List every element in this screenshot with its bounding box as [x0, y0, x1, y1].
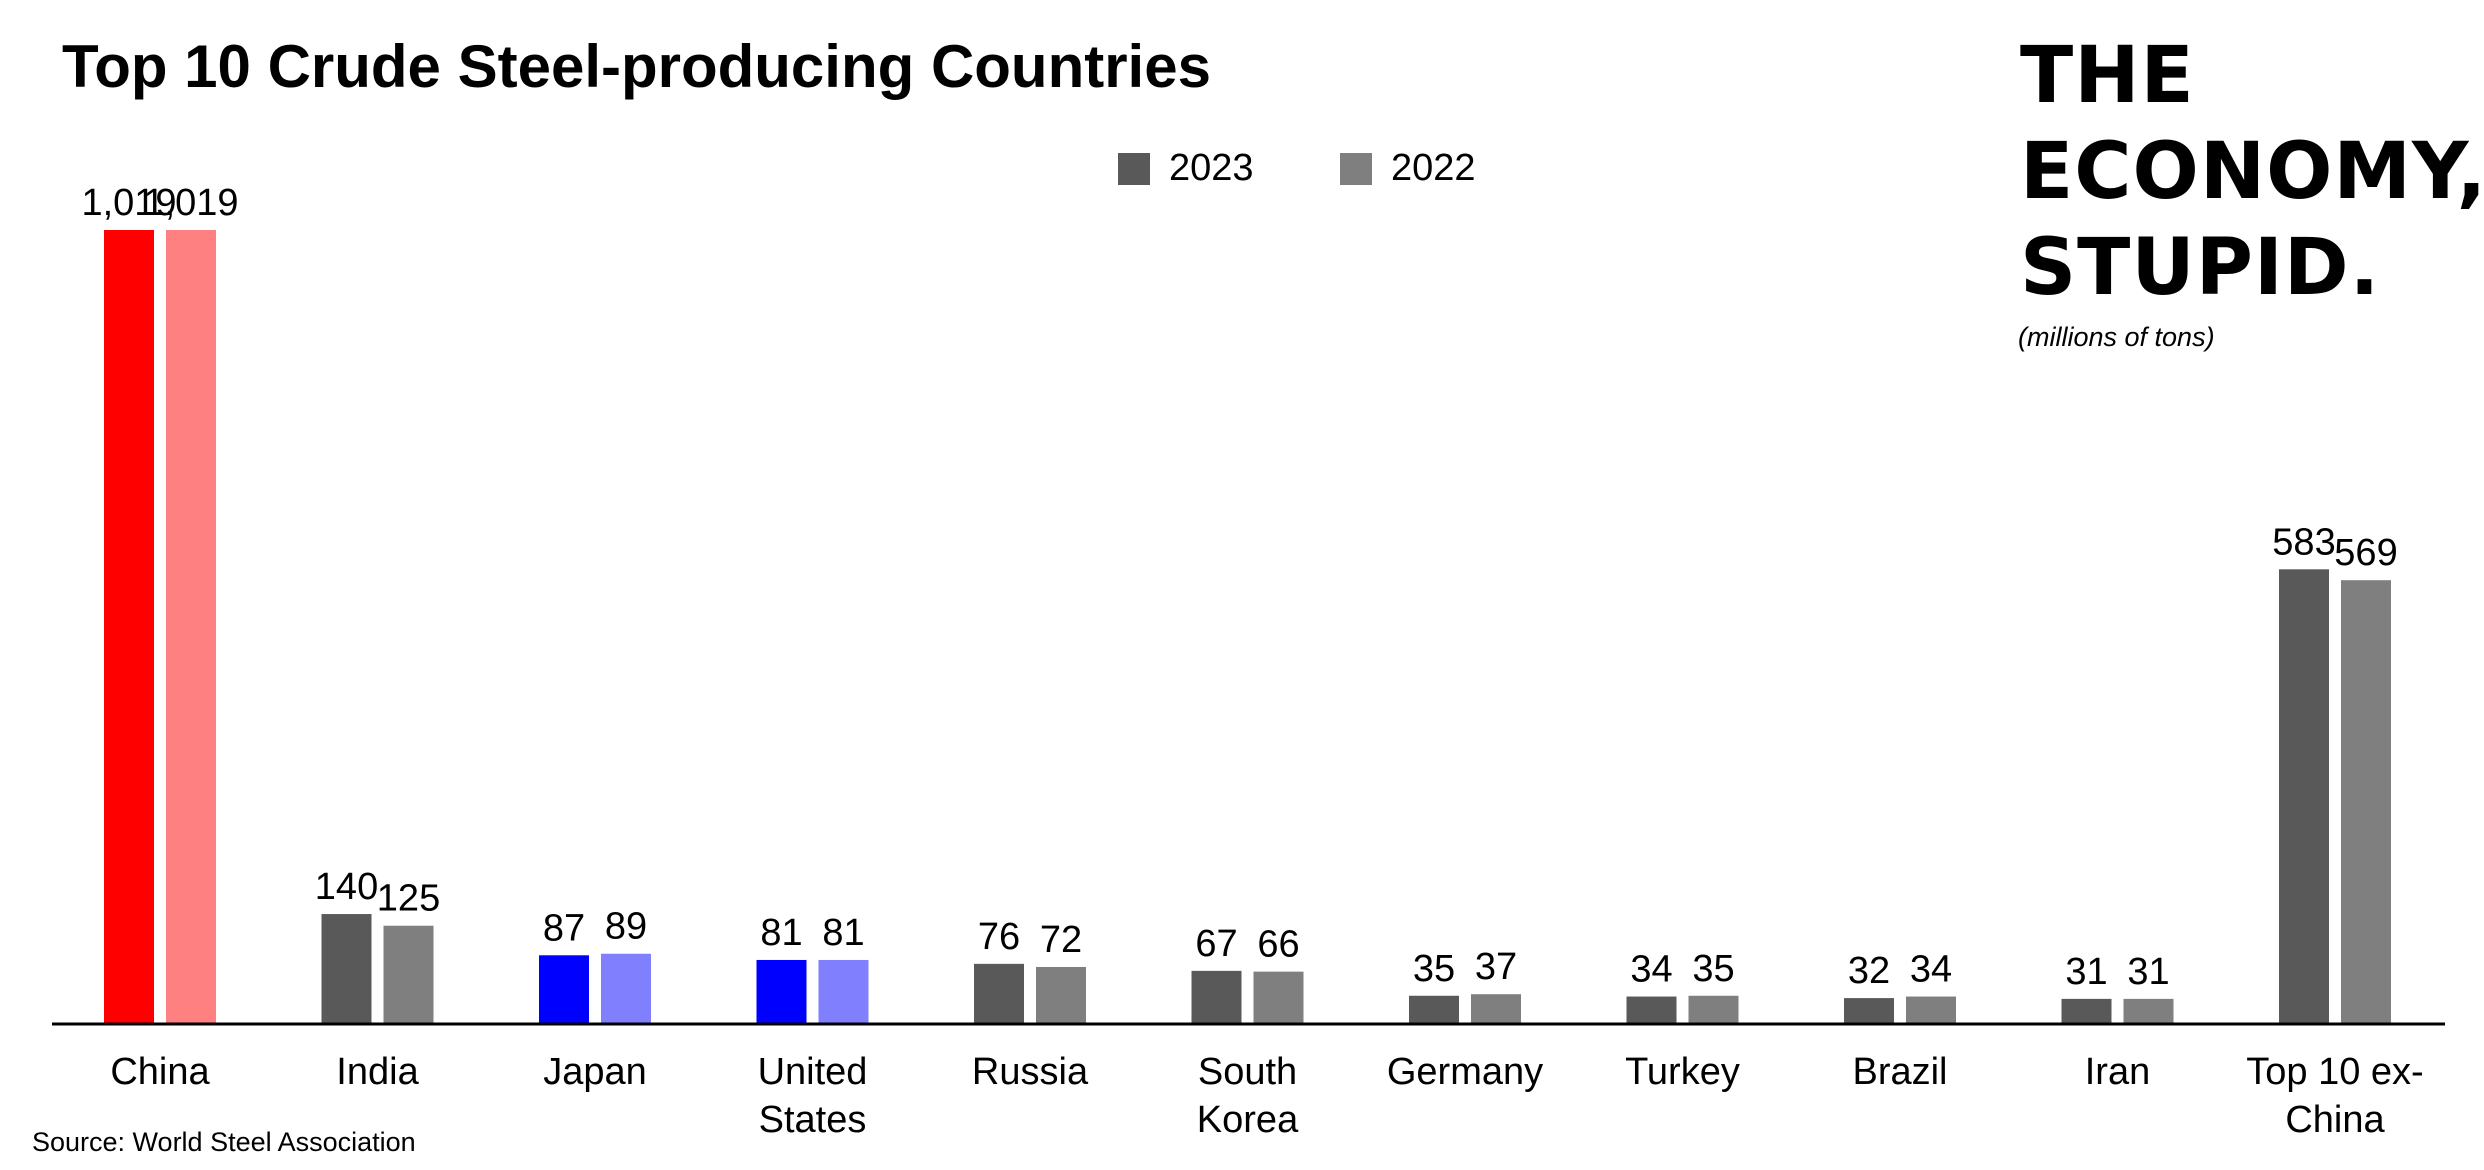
bar-2022-japan: [601, 953, 651, 1023]
data-label-2023-india: 140: [315, 866, 378, 908]
legend-swatch-2022: [1340, 153, 1372, 185]
data-label-2023-russia: 76: [978, 916, 1020, 958]
data-label-2023-germany: 35: [1413, 948, 1455, 990]
bar-2023-russia: [974, 963, 1024, 1023]
data-label-2022-china: 1,019: [143, 182, 238, 224]
legend-swatch-2023: [1118, 153, 1150, 185]
category-label-united-states: United: [758, 1051, 868, 1093]
category-label-turkey: Turkey: [1625, 1051, 1740, 1093]
bar-2022-russia: [1036, 966, 1086, 1023]
category-label-japan: Japan: [543, 1051, 647, 1093]
data-label-2022-iran: 31: [2127, 951, 2169, 993]
bar-2022-top-10-ex-china: [2341, 580, 2391, 1023]
data-label-2023-south-korea: 67: [1195, 923, 1237, 965]
brand-line: STUPID.: [2020, 223, 2381, 313]
bar-2023-top-10-ex-china: [2279, 569, 2329, 1023]
bar-2022-china: [166, 230, 216, 1023]
category-label-india: India: [336, 1051, 419, 1093]
data-label-2023-china: 1,019: [81, 182, 176, 224]
data-label-2022-south-korea: 66: [1257, 924, 1299, 966]
bar-2023-india: [321, 914, 372, 1023]
data-label-2023-japan: 87: [543, 907, 585, 949]
data-label-2023-iran: 31: [2065, 951, 2107, 993]
category-label-brazil: Brazil: [1852, 1051, 1947, 1093]
category-label-top-10-ex-china: China: [2285, 1099, 2385, 1141]
brand-line: ECONOMY,: [2020, 127, 2484, 217]
bar-2023-south-korea: [1191, 970, 1242, 1023]
category-label-south-korea: Korea: [1197, 1099, 1299, 1141]
bar-2022-germany: [1471, 994, 1521, 1023]
data-label-2022-brazil: 34: [1910, 949, 1952, 991]
bar-2022-united-states: [818, 959, 869, 1023]
category-label-china: China: [110, 1051, 210, 1093]
category-label-russia: Russia: [972, 1051, 1089, 1093]
category-label-top-10-ex-china: Top 10 ex-: [2246, 1051, 2423, 1093]
bar-2023-turkey: [1626, 996, 1677, 1023]
category-label-united-states: States: [759, 1099, 867, 1141]
brand-line: THE: [2020, 31, 2195, 121]
bar-2023-germany: [1409, 995, 1459, 1023]
bar-2023-japan: [539, 955, 589, 1023]
source-note: Source: World Steel Association: [32, 1127, 416, 1157]
category-label-south-korea: South: [1198, 1051, 1297, 1093]
category-label-iran: Iran: [2085, 1051, 2150, 1093]
bar-2023-china: [104, 230, 154, 1023]
data-label-2023-brazil: 32: [1848, 950, 1890, 992]
bar-2022-south-korea: [1253, 971, 1304, 1023]
data-label-2022-japan: 89: [605, 906, 647, 948]
data-label-2022-united-states: 81: [822, 912, 864, 954]
category-label-germany: Germany: [1387, 1051, 1543, 1093]
data-label-2023-united-states: 81: [760, 912, 802, 954]
legend-label-2023: 2023: [1169, 147, 1254, 189]
legend-label-2022: 2022: [1391, 147, 1476, 189]
data-label-2022-russia: 72: [1040, 919, 1082, 961]
data-label-2022-germany: 37: [1475, 946, 1517, 988]
chart-title: Top 10 Crude Steel-producing Countries: [62, 33, 1211, 100]
bar-2023-united-states: [756, 959, 807, 1023]
data-label-2022-turkey: 35: [1692, 948, 1734, 990]
brand-logo: THE ECONOMY, STUPID.: [2020, 28, 2484, 316]
units-note: (millions of tons): [2018, 322, 2215, 352]
bar-2022-brazil: [1906, 996, 1956, 1023]
data-label-2022-top-10-ex-china: 569: [2334, 532, 2397, 574]
bar-2023-iran: [2061, 998, 2112, 1023]
bar-2022-turkey: [1688, 995, 1739, 1023]
bar-2022-iran: [2123, 998, 2174, 1023]
bar-2022-india: [383, 925, 434, 1023]
bar-2023-brazil: [1844, 998, 1894, 1023]
data-label-2023-turkey: 34: [1630, 949, 1672, 991]
data-label-2023-top-10-ex-china: 583: [2272, 521, 2335, 563]
data-label-2022-india: 125: [377, 878, 440, 920]
